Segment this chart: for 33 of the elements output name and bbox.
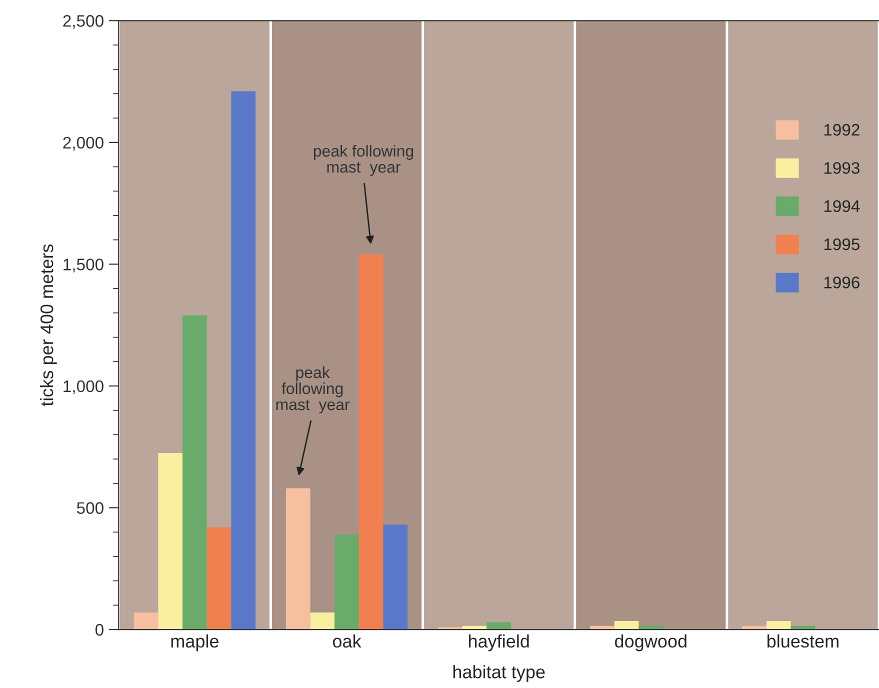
y-tick-label: 1,000 <box>64 380 104 394</box>
bar <box>286 488 310 630</box>
y-tick-label: 2,000 <box>63 136 104 151</box>
y-tick-label: 500 <box>76 502 104 514</box>
bar <box>158 452 183 630</box>
annotation: peak following mast year <box>314 144 414 176</box>
legend-label: 1993 <box>824 162 860 174</box>
legend-label: 1994 <box>824 200 860 212</box>
legend-label: 1996 <box>824 276 860 288</box>
bar <box>134 612 158 630</box>
x-axis-title: habitat type <box>453 665 545 682</box>
y-axis-title: ticks per 400 meters <box>40 244 57 406</box>
legend-label: 1992 <box>824 124 860 136</box>
bar <box>231 91 256 630</box>
bar <box>766 620 791 630</box>
legend-label: 1995 <box>824 238 860 250</box>
x-tick-label: oak <box>332 634 362 648</box>
x-tick-label: hayfield <box>468 634 529 652</box>
x-tick-label: bluestem <box>768 634 838 648</box>
bar <box>182 315 207 630</box>
bar <box>310 612 335 630</box>
bar <box>334 534 359 630</box>
bar <box>383 524 408 630</box>
bar <box>614 620 639 630</box>
x-tick-label: maple <box>171 634 218 652</box>
y-tick-label: 0 <box>95 624 104 636</box>
annotation: peak following mast year <box>276 366 350 414</box>
y-tick-label: 1,500 <box>64 258 104 272</box>
bar <box>358 254 384 630</box>
bar <box>206 527 232 630</box>
y-tick-label: 2,500 <box>63 15 104 29</box>
x-tick-label: dogwood <box>615 634 686 652</box>
bar <box>486 622 511 630</box>
